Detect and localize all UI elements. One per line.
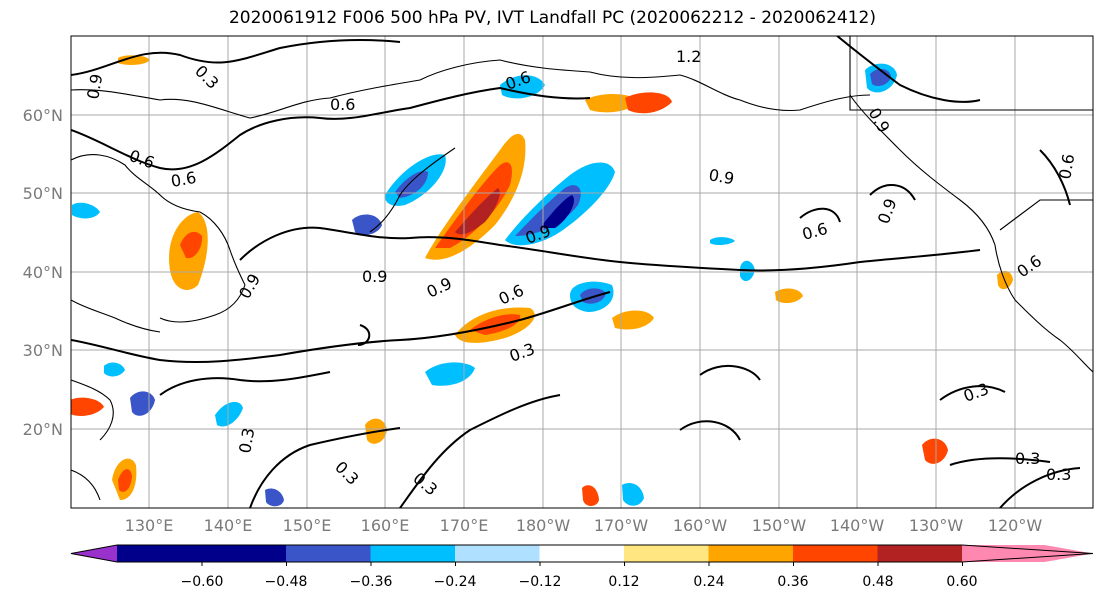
lat-label: 50°N	[23, 184, 63, 203]
lon-label: 170°W	[594, 516, 649, 535]
lon-label: 140°E	[204, 516, 253, 535]
colorbar-tick-label: 0.60	[946, 574, 977, 590]
lon-label: 170°E	[440, 516, 489, 535]
lon-label: 140°W	[830, 516, 885, 535]
colorbar-outline	[70, 544, 1094, 563]
colorbar-segments	[70, 544, 1094, 563]
contour-label: 0.6	[1055, 152, 1078, 180]
colorbar-tick-label: −0.60	[181, 574, 224, 590]
lon-label: 160°W	[673, 516, 728, 535]
colorbar-tick-label: 0.36	[777, 574, 808, 590]
lon-label: 120°W	[988, 516, 1043, 535]
contour-label: 0.9	[83, 72, 106, 100]
lat-label: 20°N	[23, 420, 63, 439]
lat-label: 60°N	[23, 106, 63, 125]
latitude-labels: 60°N 50°N 40°N 30°N 20°N	[23, 106, 63, 439]
colorbar-segment	[117, 545, 202, 562]
contour-label: 0.3	[1015, 449, 1040, 468]
contour-label: 1.2	[676, 47, 701, 66]
colorbar-tick-labels: −0.60 −0.48 −0.36 −0.24 −0.12 0.12 0.24 …	[181, 574, 978, 590]
colorbar-segment	[370, 545, 456, 562]
colorbar-ticks	[201, 562, 963, 566]
colorbar-segment	[624, 545, 709, 562]
colorbar-segment	[877, 545, 963, 562]
contour-label: 0.3	[1046, 465, 1071, 484]
lat-label: 30°N	[23, 341, 63, 360]
colorbar-extend-low	[71, 545, 117, 562]
contour-label: 0.9	[707, 165, 735, 188]
contour-label: 0.9	[362, 267, 387, 286]
lon-label: 130°W	[909, 516, 964, 535]
colorbar-tick-label: −0.24	[434, 574, 477, 590]
lon-label: 150°W	[752, 516, 807, 535]
colorbar-tick-label: 0.24	[693, 574, 724, 590]
colorbar-segment	[286, 545, 371, 562]
contour-label: 0.3	[235, 426, 258, 454]
colorbar: −0.60 −0.48 −0.36 −0.24 −0.12 0.12 0.24 …	[70, 544, 1094, 590]
lon-label: 180°W	[516, 516, 571, 535]
colorbar-segment	[455, 545, 540, 562]
colorbar-segment	[708, 545, 794, 562]
lon-label: 160°E	[361, 516, 410, 535]
colorbar-tick-label: 0.12	[608, 574, 639, 590]
map-frame	[70, 35, 1094, 509]
map-title: 2020061912 F006 500 hPa PV, IVT Landfall…	[228, 8, 876, 28]
colorbar-extend-high	[962, 545, 1093, 562]
colorbar-tick-label: −0.48	[265, 574, 308, 590]
lon-label: 150°E	[283, 516, 332, 535]
pv-contours	[71, 36, 1081, 508]
longitude-labels: 130°E 140°E 150°E 160°E 170°E 180°W 170°…	[125, 516, 1043, 535]
colorbar-segment	[201, 545, 287, 562]
colorbar-tick-label: −0.12	[519, 574, 562, 590]
contour-label: 0.6	[330, 95, 355, 114]
colorbar-tick-label: 0.48	[862, 574, 893, 590]
colorbar-segment	[539, 545, 625, 562]
colorbar-segment	[793, 545, 878, 562]
coastlines	[71, 36, 1093, 501]
lon-label: 130°E	[125, 516, 174, 535]
contour-label: 0.6	[169, 168, 197, 191]
colorbar-tick-label: −0.36	[350, 574, 393, 590]
lat-label: 40°N	[23, 263, 63, 282]
